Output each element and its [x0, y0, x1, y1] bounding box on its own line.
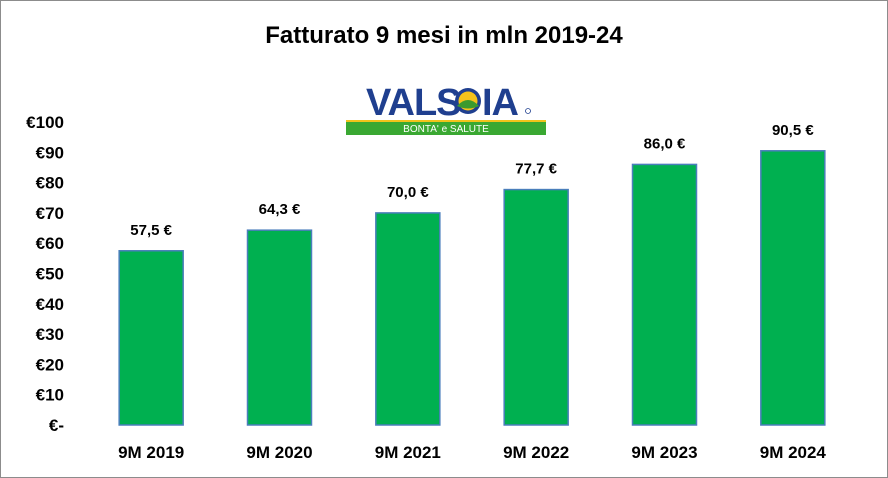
svg-text:VALS: VALS	[366, 82, 461, 124]
bar-value-label: 64,3 €	[259, 201, 301, 218]
y-tick-label: €70	[36, 204, 64, 223]
bar-value-label: 70,0 €	[387, 184, 429, 201]
x-tick-label: 9M 2022	[503, 443, 569, 462]
y-tick-label: €-	[49, 416, 64, 435]
y-tick-label: €20	[36, 355, 64, 374]
x-tick-label: 9M 2023	[631, 443, 697, 462]
y-tick-label: €10	[36, 386, 64, 405]
x-tick-label: 9M 2021	[375, 443, 441, 462]
bar-value-label: 86,0 €	[644, 135, 686, 152]
bar	[375, 212, 441, 426]
bar-value-label: 77,7 €	[515, 161, 557, 178]
x-tick-label: 9M 2019	[118, 443, 184, 462]
bar	[246, 229, 313, 426]
y-tick-label: €50	[36, 265, 64, 284]
chart-title: Fatturato 9 mesi in mln 2019-24	[265, 22, 623, 49]
bar	[503, 188, 569, 426]
svg-text:IA: IA	[482, 82, 519, 124]
x-tick-label: 9M 2020	[246, 443, 312, 462]
x-tick-label: 9M 2024	[760, 443, 827, 462]
y-tick-label: €40	[36, 295, 64, 314]
y-tick-label: €90	[36, 143, 64, 162]
bar-value-label: 57,5 €	[130, 222, 172, 239]
valsoia-logo: VALS IA BONTA' e SALUTE	[346, 82, 546, 135]
bar	[631, 163, 698, 426]
bar	[118, 250, 184, 426]
bar-value-label: 90,5 €	[772, 122, 814, 139]
bar	[760, 150, 826, 426]
logo-tagline: BONTA' e SALUTE	[403, 124, 489, 135]
y-tick-label: €100	[26, 113, 64, 132]
y-tick-label: €80	[36, 174, 64, 193]
y-tick-label: €60	[36, 234, 64, 253]
y-tick-label: €30	[36, 325, 64, 344]
